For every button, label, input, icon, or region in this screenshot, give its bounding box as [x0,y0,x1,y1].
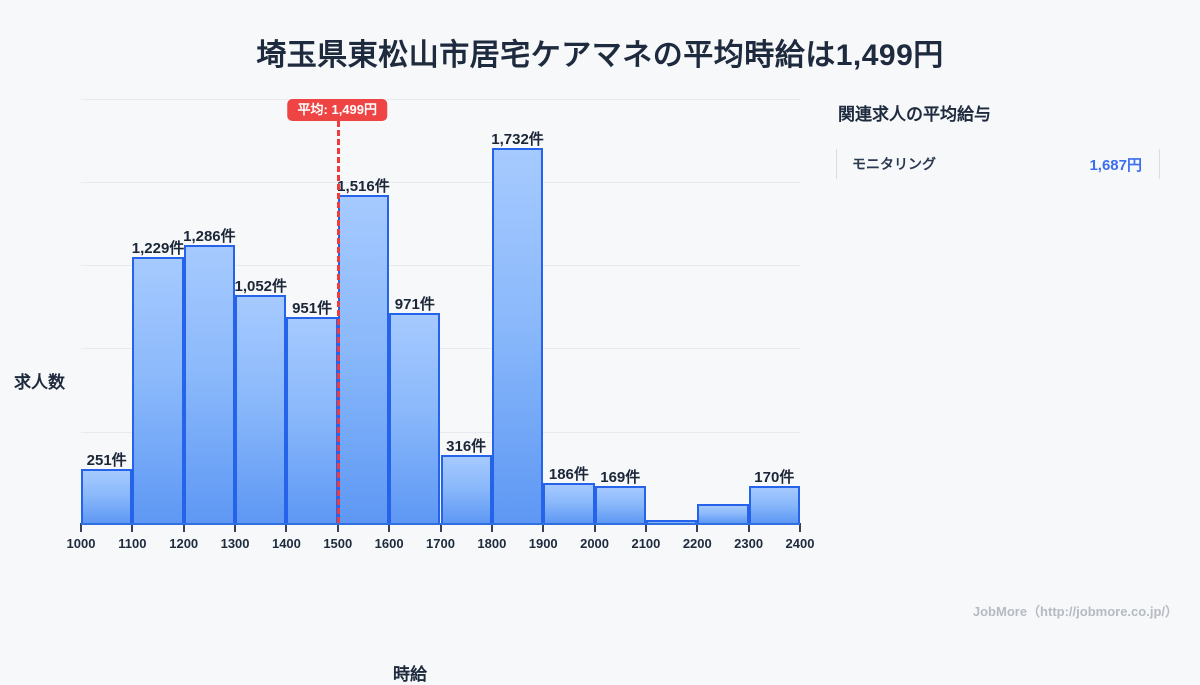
bar-value-label: 1,052件 [234,278,288,296]
x-tick-label: 2100 [631,536,661,551]
average-line [337,121,341,523]
bar[interactable] [491,148,544,523]
x-tick-label: 1100 [118,536,147,551]
bar-value-label: 951件 [292,300,333,318]
bar-value-label: 169件 [600,469,641,487]
x-tick-label: 2000 [580,536,610,551]
x-tick [439,523,442,532]
x-tick [593,523,596,532]
bar[interactable] [440,454,492,523]
x-axis-title: 時給 [393,665,427,684]
gridline [81,348,800,349]
bar[interactable] [235,295,287,523]
bar[interactable] [132,257,184,523]
x-tick [388,523,391,532]
bar-value-label: 1,516件 [337,178,390,196]
x-tick [542,523,545,532]
bar-value-label: 1,286件 [183,227,236,245]
x-tick-label: 1600 [374,536,404,551]
bar[interactable] [645,520,698,523]
footer-watermark: JobMore（http://jobmore.co.jp/） [972,604,1178,619]
chart-panel: 求人数 251件 1,229件 1,286件 1,052件 951件 1,516件 971件… [0,88,820,684]
bar[interactable] [543,482,595,523]
bar[interactable] [594,486,646,523]
bar[interactable] [286,317,338,523]
x-tick [182,523,185,532]
y-axis-title: 求人数 [14,373,65,392]
x-tick [336,523,339,532]
bar-value-label: 1,732件 [491,131,544,149]
x-tick [490,523,493,532]
bar[interactable] [337,195,390,523]
axis-baseline [81,523,800,525]
bar[interactable] [748,486,800,523]
bar-series: 251件 1,229件 1,286件 1,052件 951件 1,516件 971件 316件… [81,99,800,523]
page-title: 埼玉県東松山市居宅ケアマネの平均時給は1,499円 [256,39,944,72]
x-tick-label: 1700 [426,536,455,551]
x-tick [234,523,237,532]
bar-value-label: 251件 [86,451,127,469]
related-salary-panel: 関連求人の平均給与 モニタリング 1,687円 [836,100,1176,181]
x-tick-label: 1800 [477,536,507,551]
x-tick-label: 1500 [323,536,353,551]
x-tick [644,523,647,532]
gridline [81,432,800,433]
x-tick [747,523,750,532]
bar[interactable] [81,468,133,523]
gridline [81,182,800,183]
plot-area: 251件 1,229件 1,286件 1,052件 951件 1,516件 971件 316件… [67,99,814,551]
x-tick-label: 1000 [66,536,96,551]
x-tick [131,523,134,532]
bar[interactable] [183,244,236,523]
gridline [81,99,800,100]
related-salary-value: 1,687円 [1089,156,1142,174]
bar[interactable] [389,312,441,523]
bar-value-label: 170件 [754,469,795,487]
related-salary-name: モニタリング [852,156,936,172]
average-badge: 平均: 1,499円 [287,99,388,121]
x-tick [80,523,82,532]
x-tick-label: 1400 [271,536,301,551]
bar-value-label: 971件 [394,295,435,313]
x-tick [285,523,288,532]
x-tick-label: 2400 [785,536,815,551]
bar-value-label: 316件 [446,437,487,455]
related-salary-title: 関連求人の平均給与 [838,105,991,124]
x-tick [799,523,801,532]
x-tick-label: 1200 [169,536,199,551]
gridline [81,265,800,266]
x-tick-label: 1900 [528,536,558,551]
x-tick-label: 1300 [220,536,250,551]
chart-page: 埼玉県東松山市居宅ケアマネの平均時給は1,499円 求人数 251件 1,229件… [0,39,1178,684]
x-tick [696,523,699,532]
bar-value-label: 186件 [548,465,589,483]
bar-value-label: 1,229件 [131,240,185,258]
related-salary-list: モニタリング 1,687円 [836,147,1176,181]
related-salary-row[interactable]: モニタリング 1,687円 [836,147,1160,181]
x-tick-label: 2300 [734,536,764,551]
bar[interactable] [697,503,749,523]
x-tick-label: 2200 [682,536,712,551]
